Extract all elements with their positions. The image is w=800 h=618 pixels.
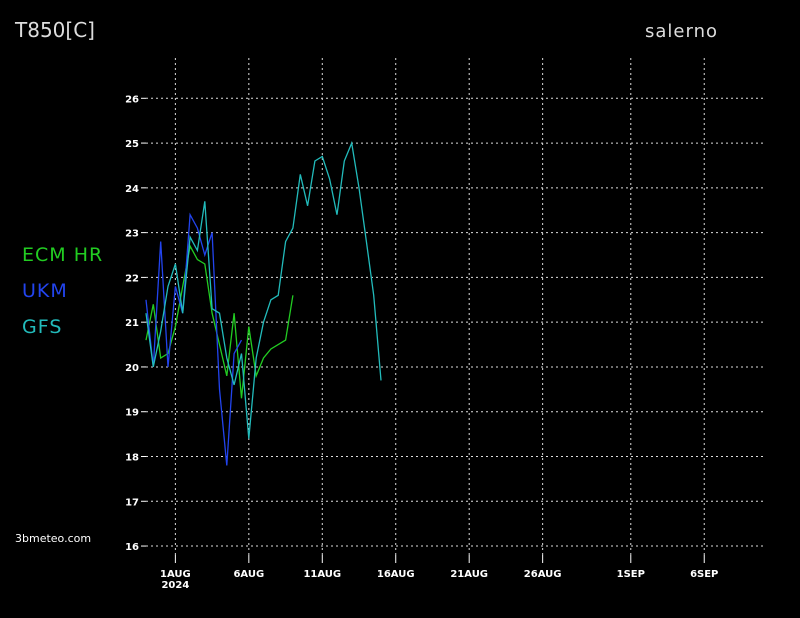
series-line [145, 212, 243, 466]
series-line [145, 140, 382, 439]
x-tick-label: 26AUG [524, 569, 562, 580]
x-tick-label: 1SEP [617, 569, 645, 580]
x-year-label: 2024 [161, 580, 189, 591]
y-tick-label: 19 [125, 408, 139, 419]
x-tick-label: 16AUG [377, 569, 415, 580]
x-tick-label: 11AUG [303, 569, 341, 580]
y-tick-label: 18 [125, 452, 139, 463]
x-tick-label: 6AUG [233, 569, 264, 580]
y-tick-label: 26 [125, 94, 139, 105]
legend-entry: GFS [22, 316, 62, 338]
y-tick-label: 23 [125, 229, 139, 240]
legend-entry: ECM HR [22, 244, 103, 266]
chart-title: T850[C] [14, 18, 95, 42]
y-tick-label: 25 [125, 139, 139, 150]
legend-entry: UKM [22, 280, 68, 302]
y-tick-label: 21 [125, 318, 139, 329]
x-tick-label: 21AUG [450, 569, 488, 580]
watermark: 3bmeteo.com [15, 532, 91, 545]
y-tick-label: 24 [125, 184, 139, 195]
x-tick-label: 6SEP [690, 569, 718, 580]
x-tick-label: 1AUG [160, 569, 191, 580]
y-tick-label: 17 [125, 497, 139, 508]
y-tick-label: 20 [125, 363, 139, 374]
y-tick-label: 16 [125, 542, 139, 553]
location: salerno [645, 21, 718, 42]
y-tick-label: 22 [125, 273, 139, 284]
